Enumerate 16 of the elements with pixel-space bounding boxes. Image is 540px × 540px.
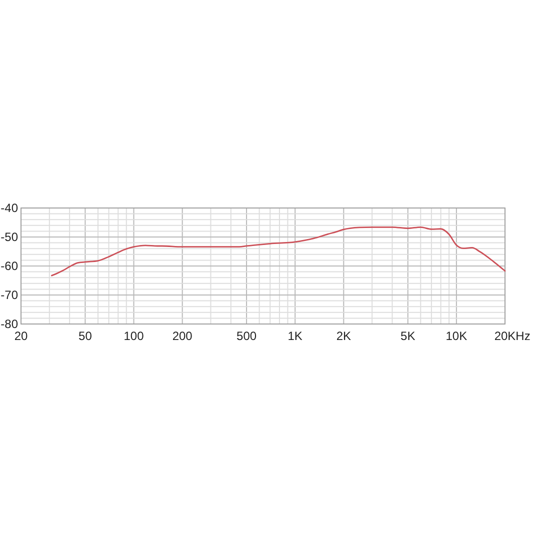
y-tick-label: -40 [0,201,18,215]
x-tick-label: 500 [236,329,257,343]
x-tick-label: 100 [124,329,144,343]
x-tick-label: 2K [336,329,352,343]
y-tick-label: -50 [0,230,18,244]
x-tick-label: 200 [172,329,193,343]
x-tick-label: 1K [288,329,302,343]
x-tick-label: 10K [446,329,468,343]
x-tick-label: 5K [400,329,416,343]
x-axis-title: Hz [516,329,530,343]
x-tick-label: 20 [14,329,28,343]
y-tick-label: -80 [0,317,18,331]
y-tick-label: -60 [0,259,18,273]
x-tick-label: 20K [494,329,516,343]
x-tick-label: 50 [78,329,92,343]
y-tick-label: -70 [0,288,18,302]
